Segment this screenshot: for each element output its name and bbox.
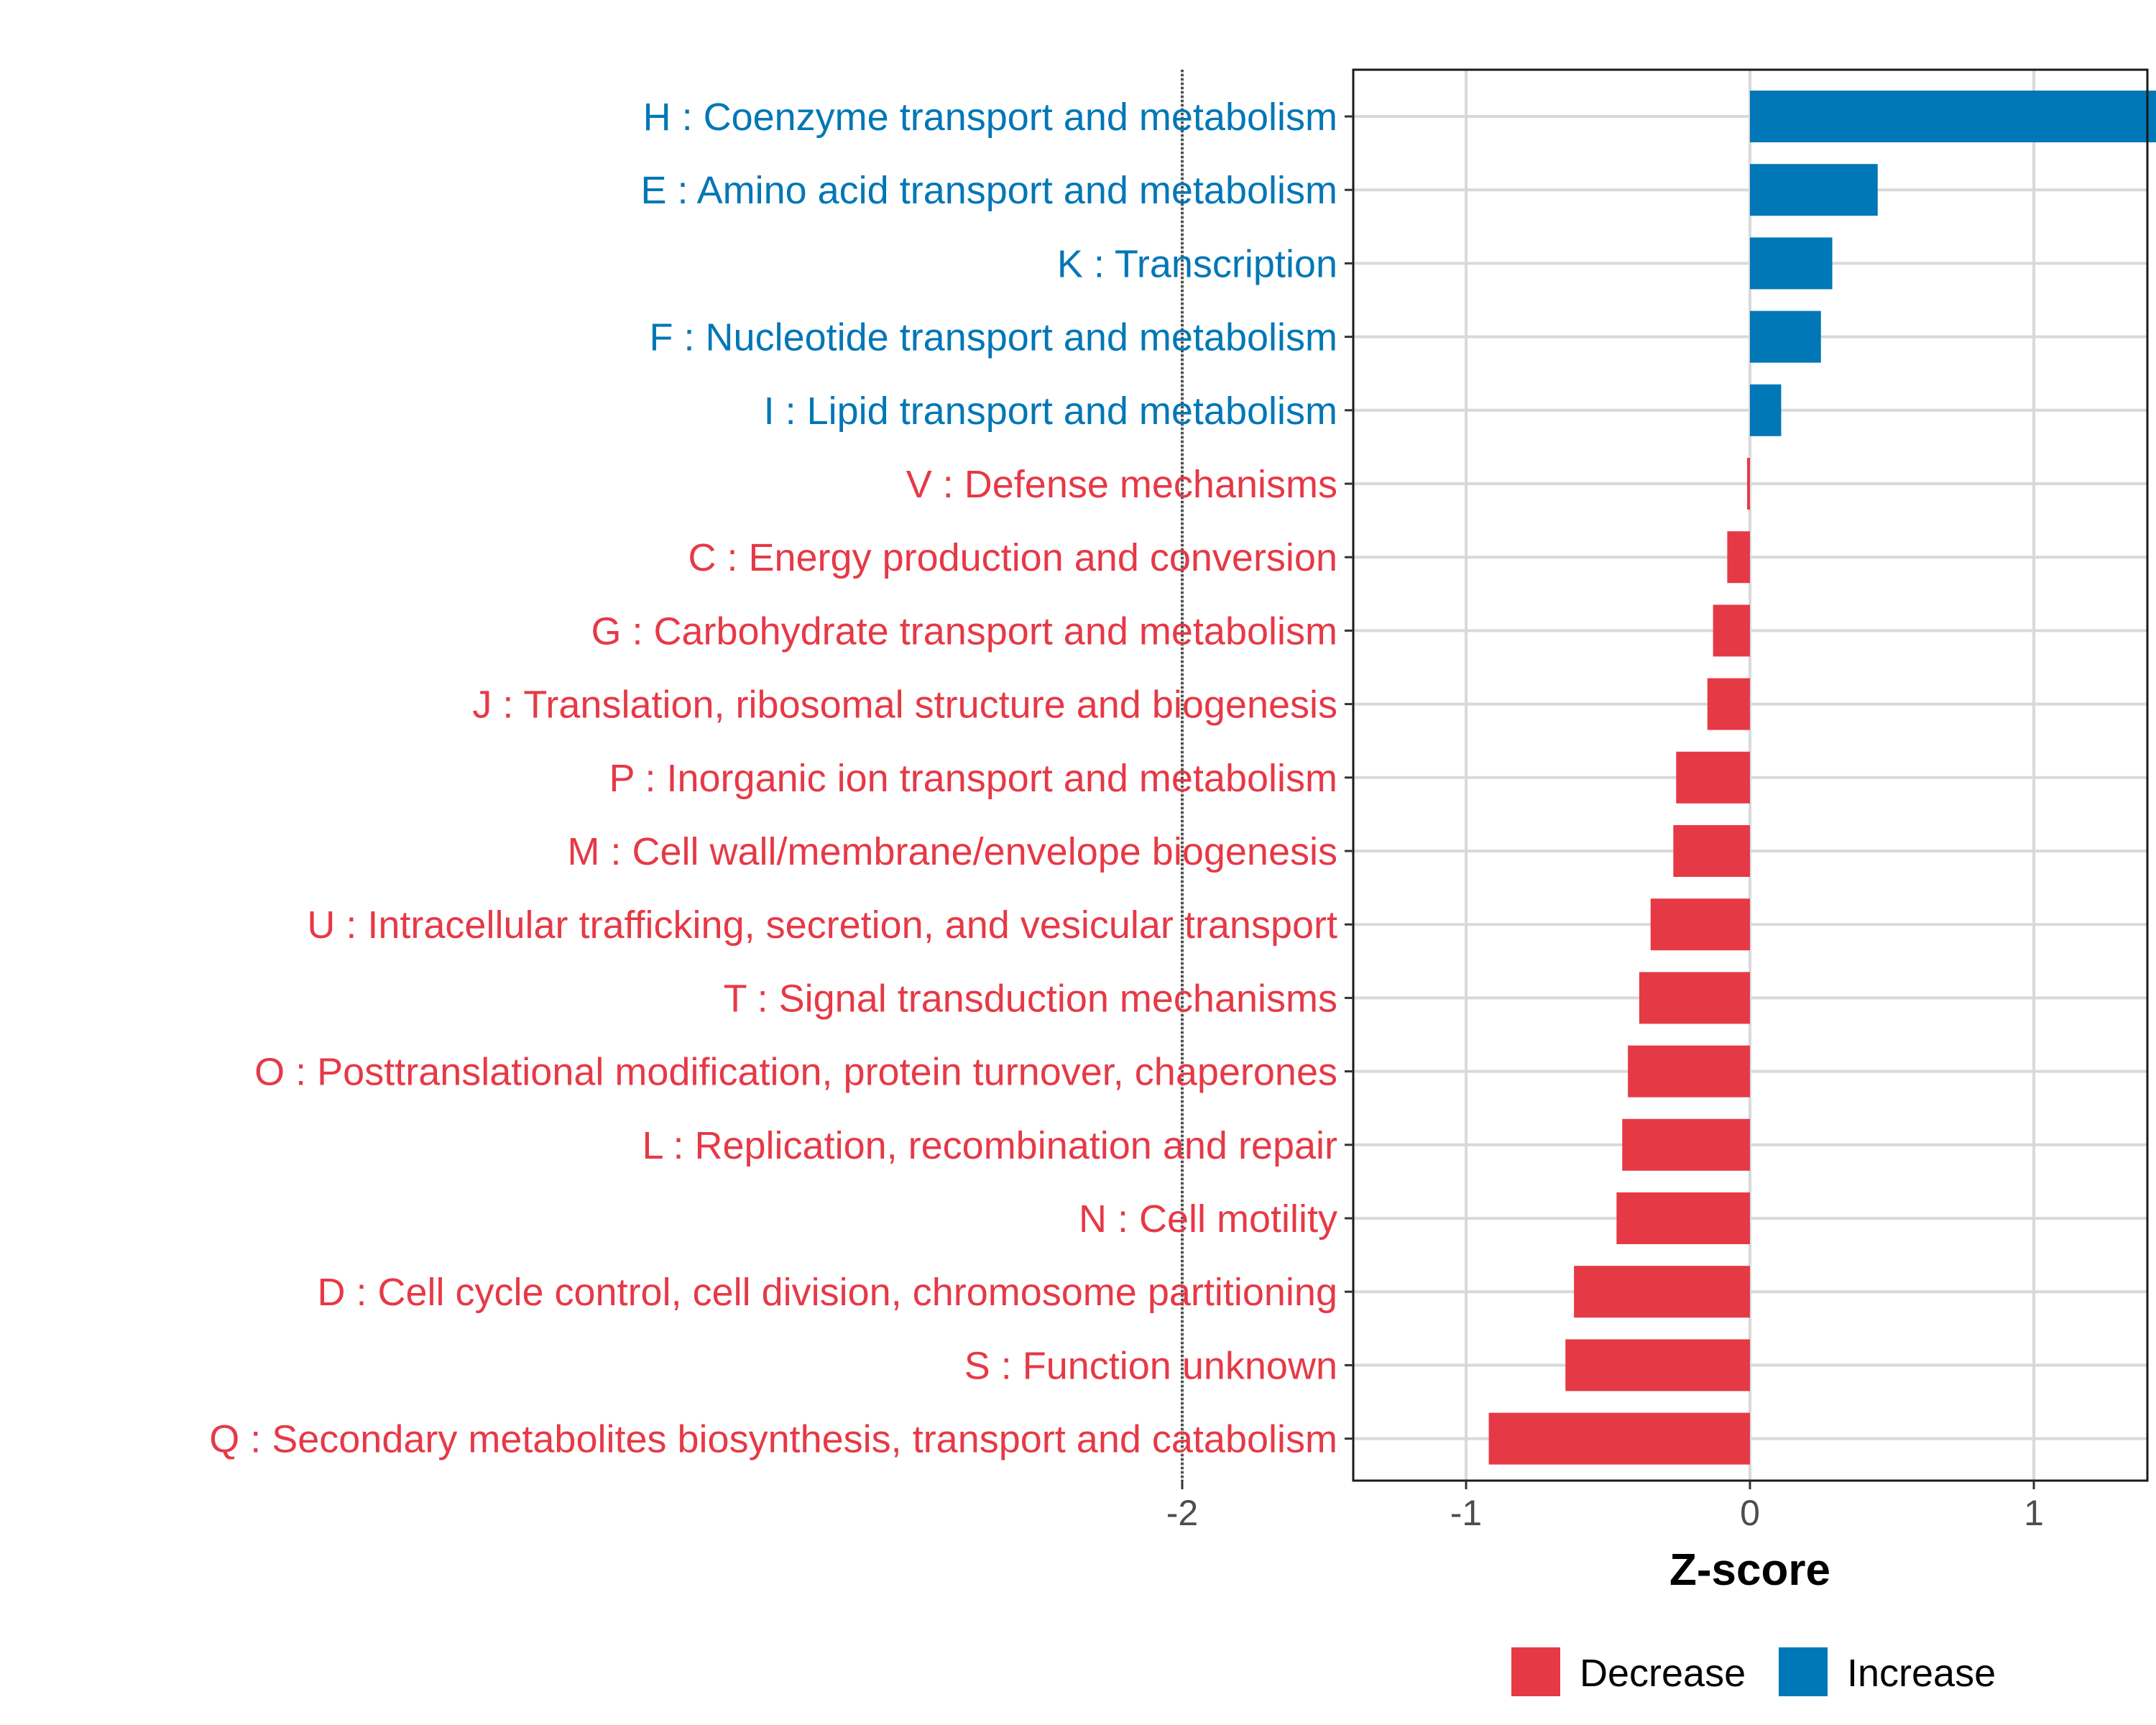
x-tick-label-0: -2 <box>1166 1493 1198 1533</box>
legend-swatch-decrease <box>1511 1647 1560 1696</box>
x-tick-label-1: -1 <box>1450 1493 1482 1533</box>
y-axis-ticks <box>1345 115 1353 1440</box>
bar-7 <box>1713 604 1750 657</box>
bar-14 <box>1622 1118 1750 1171</box>
x-axis-ticks: -2-1012 <box>1166 1481 2044 1533</box>
category-label-7: G : Carbohydrate transport and metabolis… <box>591 610 1338 653</box>
legend-label-increase: Increase <box>1847 1652 1996 1695</box>
category-label-3: F : Nucleotide transport and metabolism <box>650 316 1337 359</box>
category-label-6: C : Energy production and conversion <box>688 536 1337 579</box>
category-label-14: L : Replication, recombination and repai… <box>642 1124 1337 1167</box>
category-label-10: M : Cell wall/membrane/envelope biogenes… <box>567 830 1337 873</box>
category-label-9: P : Inorganic ion transport and metaboli… <box>609 757 1337 800</box>
bar-0 <box>1750 91 2156 142</box>
category-labels: H : Coenzyme transport and metabolism E :… <box>209 96 1337 1461</box>
x-tick-label-2: 0 <box>1740 1493 1760 1533</box>
x-axis-title: Z-score <box>1669 1545 1830 1595</box>
category-label-2: K : Transcription <box>1057 242 1337 285</box>
category-label-8: J : Translation, ribosomal structure and… <box>472 684 1337 727</box>
category-label-5: V : Defense mechanisms <box>906 463 1337 506</box>
bar-17 <box>1565 1339 1750 1392</box>
bar-8 <box>1707 678 1750 730</box>
legend: Decrease Increase <box>1511 1647 1996 1696</box>
category-label-15: N : Cell motility <box>1079 1197 1337 1241</box>
category-label-11: U : Intracellular trafficking, secretion… <box>307 903 1337 947</box>
bar-16 <box>1574 1266 1750 1318</box>
x-tick-label-3: 1 <box>2024 1493 2044 1533</box>
category-label-17: S : Function unknown <box>964 1344 1337 1387</box>
category-label-13: O : Posttranslational modification, prot… <box>254 1051 1337 1094</box>
bar-3 <box>1750 310 1821 363</box>
bar-1 <box>1750 164 1878 216</box>
bar-12 <box>1639 972 1750 1024</box>
bar-11 <box>1650 898 1750 951</box>
grid-lines <box>1181 70 2147 1481</box>
category-label-12: T : Signal transduction mechanisms <box>724 977 1337 1020</box>
bar-9 <box>1676 751 1750 804</box>
bar-15 <box>1616 1192 1750 1244</box>
bar-13 <box>1628 1045 1750 1098</box>
bar-4 <box>1750 384 1782 436</box>
category-label-18: Q : Secondary metabolites biosynthesis, … <box>209 1418 1337 1461</box>
bar-10 <box>1673 825 1750 877</box>
category-label-4: I : Lipid transport and metabolism <box>764 390 1337 433</box>
category-label-0: H : Coenzyme transport and metabolism <box>643 96 1337 139</box>
legend-swatch-increase <box>1779 1647 1828 1696</box>
bar-18 <box>1488 1412 1750 1465</box>
category-label-1: E : Amino acid transport and metabolism <box>641 169 1337 212</box>
legend-label-decrease: Decrease <box>1580 1652 1746 1695</box>
bar-6 <box>1727 531 1750 584</box>
bar-2 <box>1750 237 1833 290</box>
category-label-16: D : Cell cycle control, cell division, c… <box>317 1271 1337 1314</box>
bar-5 <box>1747 458 1750 510</box>
bars <box>1488 91 2156 1465</box>
